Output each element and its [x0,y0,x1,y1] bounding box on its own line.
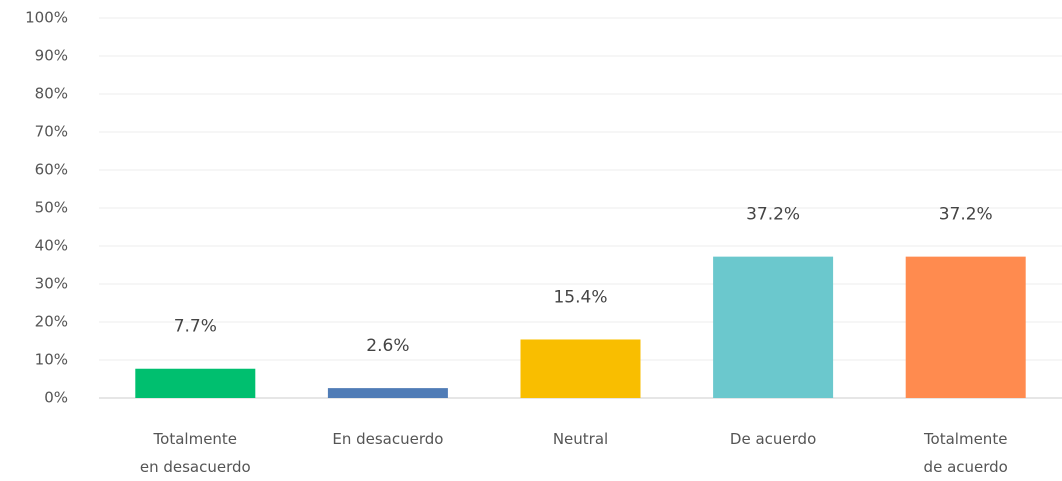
label-line: Totalmente [153,430,238,448]
value-label: 15.4% [553,287,607,307]
label-line: Neutral [553,430,608,448]
y-tick-label: 50% [35,199,68,217]
bar [135,368,256,398]
x-tick-label: Totalmente en desacuerdo [140,430,251,476]
y-tick-label: 100% [25,9,68,27]
bar [327,388,448,398]
value-label: 2.6% [366,336,409,356]
value-label: 37.2% [746,205,800,225]
x-tick-label: En desacuerdo [332,430,443,448]
x-tick-label: De acuerdo [730,430,816,448]
label-line: Totalmente [923,430,1008,448]
label-line: en desacuerdo [140,458,251,476]
y-tick-label: 90% [35,47,68,65]
x-tick-label: Totalmente de acuerdo [923,430,1008,476]
y-tick-label: 30% [35,275,68,293]
value-label: 37.2% [939,205,993,225]
bar [905,256,1026,398]
label-line: de acuerdo [924,458,1008,476]
y-tick-label: 80% [35,85,68,103]
label-line: En desacuerdo [332,430,443,448]
value-label: 7.7% [174,317,217,337]
y-tick-label: 10% [35,351,68,369]
bar [520,339,641,398]
y-tick-label: 0% [44,389,68,407]
y-tick-label: 20% [35,313,68,331]
y-tick-label: 70% [35,123,68,141]
y-tick-label: 60% [35,161,68,179]
bar [713,256,834,398]
label-line: De acuerdo [730,430,816,448]
x-tick-label: Neutral [553,430,608,448]
y-tick-label: 40% [35,237,68,255]
